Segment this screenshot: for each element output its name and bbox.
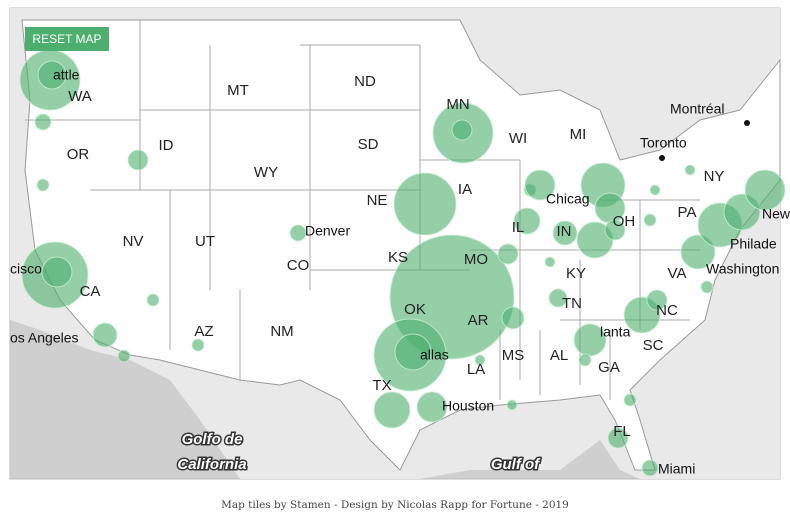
state-label: KS: [388, 249, 408, 266]
city-label: Montréal: [670, 101, 724, 117]
city-label: Washington: [706, 261, 779, 277]
city-label: attle: [53, 67, 80, 83]
city-label: allas: [420, 347, 449, 363]
bubble: [497, 243, 519, 265]
state-label: IA: [458, 181, 472, 198]
state-label: SD: [358, 136, 379, 153]
state-label: PA: [678, 204, 697, 221]
bubble: [289, 224, 307, 242]
state-label: FL: [613, 423, 631, 440]
city-label: Chicag: [546, 191, 590, 207]
bubble: [474, 354, 486, 366]
bubble: [37, 60, 67, 90]
bubble: [552, 220, 578, 246]
bubble: [394, 333, 432, 371]
state-label: SC: [643, 337, 664, 354]
caption: Map tiles by Stamen - Design by Nicolas …: [221, 499, 569, 511]
bubble: [744, 169, 786, 211]
city-dot: [744, 120, 750, 126]
state-label: KY: [566, 265, 586, 282]
bubble: [373, 391, 411, 429]
bubble: [623, 393, 637, 407]
state-label: GA: [598, 359, 620, 376]
bubble: [513, 207, 541, 235]
state-label: ND: [354, 73, 376, 90]
state-label: NM: [270, 323, 293, 340]
city-label: Denver: [305, 223, 350, 239]
state-label: IN: [557, 223, 572, 240]
state-label: MO: [464, 251, 488, 268]
state-label: IL: [512, 219, 525, 236]
bubble: [34, 113, 52, 131]
bubble: [684, 164, 696, 176]
state-label: CA: [80, 283, 101, 300]
bubble: [544, 256, 556, 268]
state-label: OH: [613, 213, 636, 230]
bubble: [524, 169, 556, 201]
state-label: NY: [704, 168, 725, 185]
city-label: Toronto: [640, 135, 687, 151]
state-label: MI: [570, 126, 587, 143]
state-label: OK: [404, 301, 426, 318]
bubble: [92, 322, 118, 348]
state-label: AZ: [194, 323, 213, 340]
bubble: [548, 288, 568, 308]
state-label: MN: [446, 96, 469, 113]
city-label: Houston: [442, 398, 494, 414]
city-label: Philade: [730, 236, 777, 252]
bubble: [649, 184, 661, 196]
bubble: [191, 338, 205, 352]
bubble: [117, 349, 131, 363]
bubble: [700, 280, 714, 294]
state-label: WA: [68, 88, 92, 105]
state-label: WY: [254, 164, 278, 181]
state-label: WI: [509, 130, 527, 147]
bubble: [451, 119, 473, 141]
bubble: [416, 391, 448, 423]
reset-map-button[interactable]: RESET MAP: [25, 27, 109, 51]
bubble: [607, 427, 629, 449]
state-label: NC: [656, 302, 678, 319]
state-label: TX: [372, 377, 391, 394]
state-label: VA: [668, 265, 687, 282]
state-label: AR: [468, 312, 489, 329]
state-label: ID: [159, 137, 174, 154]
bubble: [146, 293, 160, 307]
state-label: TN: [562, 295, 582, 312]
state-label: CO: [287, 257, 310, 274]
bubble: [643, 213, 657, 227]
city-dot: [659, 155, 665, 161]
water-label: California: [177, 456, 246, 473]
bubble: [506, 399, 518, 411]
state-label: NV: [123, 233, 144, 250]
bubble: [604, 219, 626, 241]
city-label: New: [762, 206, 790, 222]
city-label: cisco: [10, 261, 42, 277]
bubble: [641, 459, 659, 477]
city-label: Miami: [658, 461, 695, 477]
state-label: MS: [502, 347, 525, 364]
city-label: os Angeles: [10, 330, 79, 346]
water-label: Golfo de: [182, 431, 243, 448]
state-label: LA: [467, 361, 485, 378]
water-label: Gulf of: [491, 456, 541, 473]
bubble: [501, 306, 525, 330]
state-label: UT: [195, 233, 215, 250]
state-label: NE: [367, 192, 388, 209]
bubble: [41, 256, 73, 288]
bubble: [393, 172, 457, 236]
bubble: [127, 149, 149, 171]
bubble: [36, 178, 50, 192]
city-label: lanta: [600, 324, 631, 340]
state-label: OR: [67, 146, 90, 163]
bubble: [680, 234, 716, 270]
bubble: [646, 289, 668, 311]
state-label: MT: [227, 82, 249, 99]
state-label: AL: [550, 347, 568, 364]
bubble: [578, 353, 592, 367]
